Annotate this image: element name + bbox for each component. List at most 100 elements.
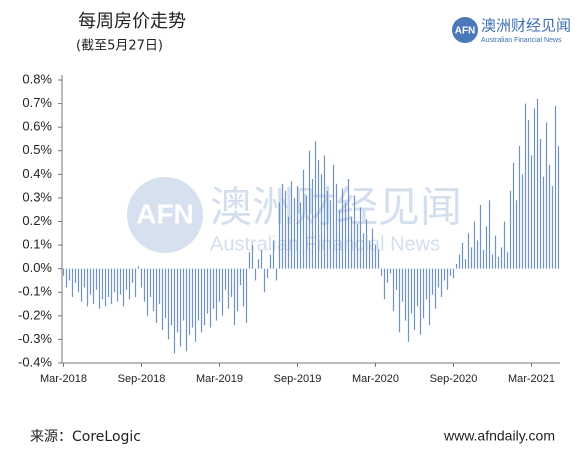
bar bbox=[305, 195, 308, 269]
bar bbox=[425, 268, 428, 300]
bar bbox=[524, 103, 527, 269]
bar bbox=[203, 268, 206, 326]
bar bbox=[287, 216, 290, 269]
logo: AFN 澳洲财经见闻 Australian Financial News bbox=[452, 17, 571, 44]
bar bbox=[200, 268, 203, 333]
bar bbox=[122, 268, 125, 307]
bar bbox=[374, 245, 377, 269]
bar bbox=[182, 268, 185, 321]
bar bbox=[542, 176, 545, 269]
bar bbox=[68, 268, 71, 281]
y-tick-label: -0.3% bbox=[18, 331, 52, 346]
bar bbox=[413, 268, 416, 330]
logo-name: 澳洲财经见闻 bbox=[481, 17, 571, 35]
bar bbox=[116, 268, 119, 302]
bar bbox=[485, 226, 488, 269]
bar bbox=[224, 268, 227, 290]
bar bbox=[365, 219, 368, 269]
bar bbox=[239, 268, 242, 286]
bar bbox=[74, 268, 77, 283]
bar bbox=[272, 240, 275, 269]
bar bbox=[323, 155, 326, 269]
bar bbox=[269, 254, 272, 269]
bar bbox=[155, 268, 158, 323]
bar bbox=[332, 164, 335, 269]
bar bbox=[512, 162, 515, 269]
bar bbox=[296, 186, 299, 269]
bar bbox=[242, 268, 245, 307]
y-tick-label: 0.6% bbox=[22, 119, 52, 134]
bar bbox=[290, 181, 293, 269]
bar bbox=[404, 268, 407, 321]
bar bbox=[518, 146, 521, 269]
website: www.afndaily.com bbox=[443, 428, 555, 444]
bar bbox=[449, 268, 452, 276]
bar bbox=[317, 160, 320, 269]
bar bbox=[530, 155, 533, 269]
bar bbox=[209, 268, 212, 328]
bar bbox=[185, 268, 188, 352]
bar bbox=[506, 252, 509, 269]
bar bbox=[353, 195, 356, 269]
bar bbox=[191, 268, 194, 328]
y-tick-label: -0.1% bbox=[18, 284, 52, 299]
bar bbox=[521, 174, 524, 269]
bar bbox=[89, 268, 92, 295]
bar bbox=[284, 190, 287, 269]
bar bbox=[545, 122, 548, 269]
bar bbox=[476, 240, 479, 269]
bar bbox=[320, 174, 323, 269]
logo-mark: AFN bbox=[455, 26, 476, 37]
bar bbox=[194, 268, 197, 342]
x-tick-label: Mar-2020 bbox=[352, 373, 399, 385]
bar bbox=[95, 268, 98, 290]
bar bbox=[161, 268, 164, 330]
bar bbox=[554, 105, 557, 269]
bar bbox=[338, 209, 341, 269]
bar bbox=[443, 268, 446, 281]
bar bbox=[245, 268, 248, 323]
bar bbox=[386, 268, 389, 283]
bar bbox=[497, 256, 500, 269]
y-tick-label: 0.7% bbox=[22, 95, 52, 110]
bar bbox=[173, 268, 176, 354]
watermark-mark: AFN bbox=[136, 198, 194, 229]
bar bbox=[482, 249, 485, 269]
bar bbox=[113, 268, 116, 293]
bar bbox=[452, 268, 455, 279]
bar bbox=[179, 268, 182, 347]
x-tick-label: Mar-2019 bbox=[196, 373, 243, 385]
bar bbox=[539, 138, 542, 269]
bar bbox=[293, 197, 296, 269]
bar bbox=[473, 221, 476, 269]
bar bbox=[275, 268, 278, 281]
bar bbox=[125, 268, 128, 290]
bar bbox=[176, 268, 179, 333]
bar bbox=[431, 268, 434, 295]
bar bbox=[419, 268, 422, 335]
bar bbox=[416, 268, 419, 307]
bar bbox=[368, 240, 371, 269]
y-tick-label: -0.2% bbox=[18, 307, 52, 322]
bar bbox=[350, 216, 353, 269]
bar bbox=[281, 183, 284, 269]
bar bbox=[98, 268, 101, 309]
logo-circle bbox=[452, 17, 478, 43]
bar bbox=[347, 179, 350, 269]
bar bbox=[422, 268, 425, 319]
bar bbox=[278, 202, 281, 269]
bar bbox=[188, 268, 191, 335]
bar bbox=[428, 268, 431, 326]
bar bbox=[83, 268, 86, 288]
bar bbox=[146, 268, 149, 316]
bar bbox=[119, 268, 122, 295]
y-tick-label: 0.8% bbox=[22, 71, 52, 86]
bar bbox=[377, 249, 380, 269]
bar bbox=[500, 247, 503, 269]
bar bbox=[371, 228, 374, 269]
bar bbox=[170, 268, 173, 326]
bar bbox=[308, 150, 311, 269]
bar bbox=[167, 268, 170, 340]
bar bbox=[491, 254, 494, 269]
watermark-circle bbox=[127, 177, 203, 253]
